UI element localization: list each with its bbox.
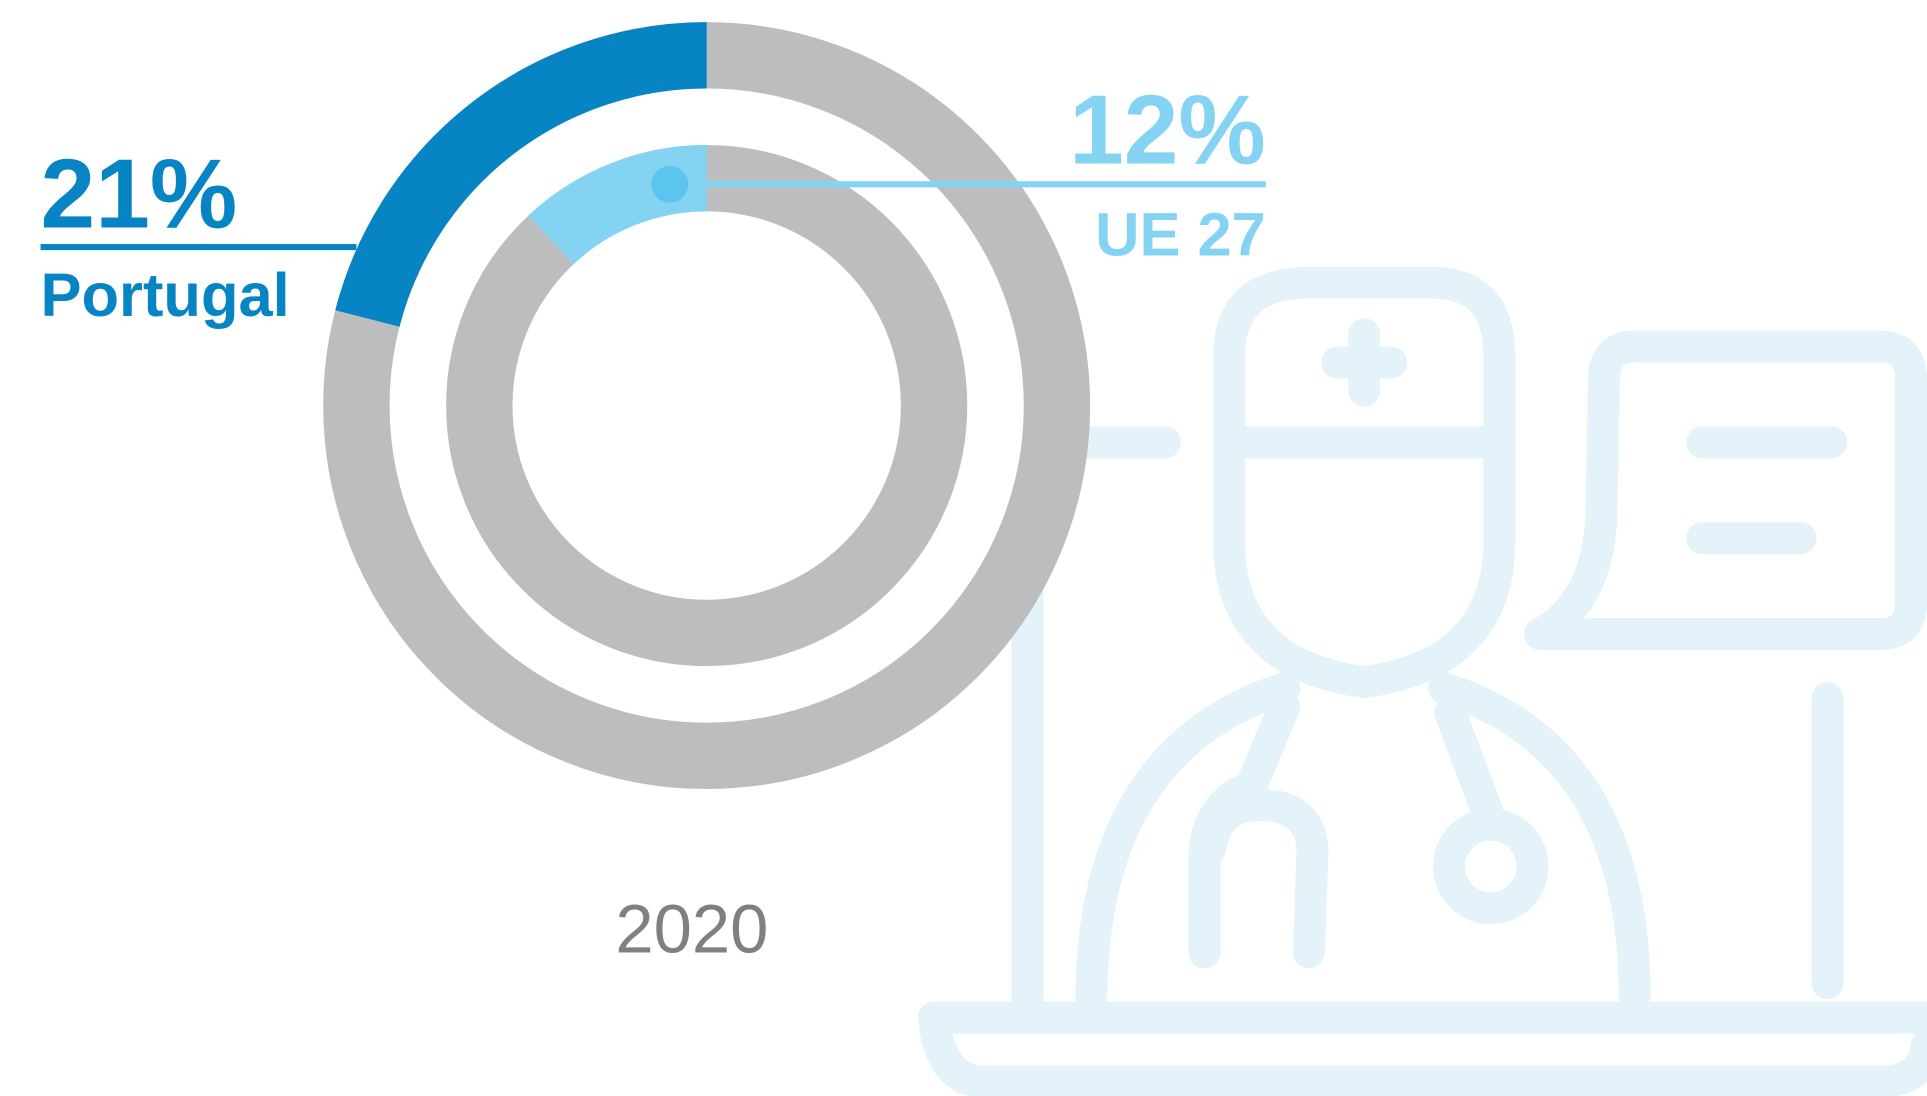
ring-segment bbox=[335, 22, 707, 327]
ring-rest bbox=[446, 145, 968, 667]
year-caption: 2020 bbox=[615, 890, 768, 967]
portugal-label: Portugal bbox=[41, 261, 290, 330]
doctor-icon bbox=[918, 266, 1927, 1096]
ue-value-label: 12% bbox=[1069, 74, 1266, 184]
ue-leader-dot bbox=[651, 165, 689, 203]
portugal-value-label: 21% bbox=[41, 138, 238, 248]
donut-chart bbox=[40, 22, 1266, 790]
canvas: 21% Portugal 12% UE 27 2020 bbox=[40, 22, 1927, 1096]
ue-label: UE 27 bbox=[1095, 201, 1266, 270]
